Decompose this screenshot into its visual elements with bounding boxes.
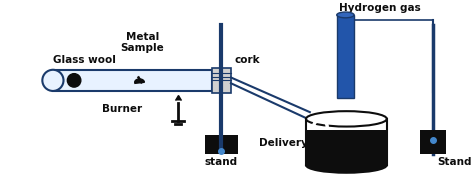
Ellipse shape	[306, 111, 387, 127]
Text: Delivery tube: Delivery tube	[259, 138, 338, 148]
Text: Metal
Sample: Metal Sample	[120, 32, 164, 53]
Text: cork: cork	[235, 55, 260, 65]
Text: Stand: Stand	[437, 157, 471, 167]
Bar	[212, 68, 231, 93]
Polygon shape	[135, 79, 144, 83]
Bar	[337, 15, 354, 98]
Ellipse shape	[42, 70, 64, 91]
Circle shape	[67, 74, 81, 87]
Bar	[306, 119, 387, 165]
Ellipse shape	[337, 12, 354, 18]
Bar	[419, 130, 447, 154]
Text: stand: stand	[205, 157, 238, 167]
Ellipse shape	[306, 157, 387, 173]
Text: Burner: Burner	[102, 104, 142, 114]
Bar	[337, 15, 354, 98]
Bar	[53, 70, 212, 91]
Bar	[307, 119, 386, 130]
Text: Hydrogen gas: Hydrogen gas	[339, 3, 421, 13]
Bar	[205, 135, 237, 154]
Text: Glass wool: Glass wool	[53, 55, 116, 65]
